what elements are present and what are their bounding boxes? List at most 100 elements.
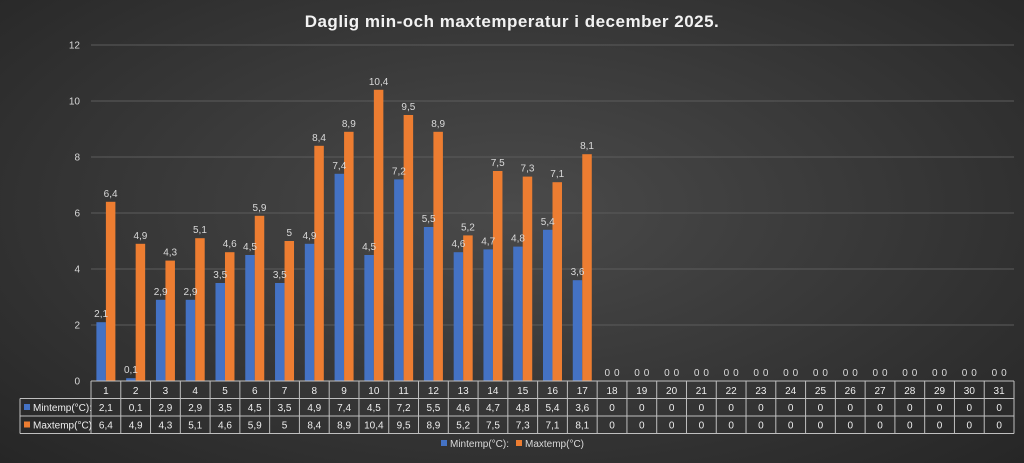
bar-max <box>165 260 175 381</box>
table-cell: 4,3 <box>158 421 172 432</box>
data-label: 0,1 <box>124 365 138 376</box>
data-label: 0 <box>1001 368 1007 379</box>
table-cell: 0 <box>669 421 675 432</box>
data-label: 2,9 <box>154 287 168 298</box>
bar-max <box>433 131 443 381</box>
category-label: 14 <box>487 386 499 397</box>
category-label: 13 <box>458 386 470 397</box>
data-label: 0 <box>783 368 789 379</box>
category-label: 31 <box>994 386 1006 397</box>
table-cell: 7,5 <box>486 421 500 432</box>
category-label: 22 <box>726 386 738 397</box>
data-labels: 2,1 0,1 2,9 2,9 3,5 4,5 3,5 4,9 7,4 4,5 7,2 5,5 4,6 4… <box>94 77 1007 379</box>
table-cell: 0 <box>967 421 973 432</box>
category-label: 26 <box>845 386 857 397</box>
table-cell: 4,8 <box>516 403 530 414</box>
category-label: 20 <box>666 386 678 397</box>
bar-max <box>135 243 146 381</box>
category-label: 1 <box>103 386 109 397</box>
table-cell: 8,1 <box>575 421 589 432</box>
table-cell: 5,2 <box>456 421 470 432</box>
legend-key-max <box>516 440 522 446</box>
category-label: 6 <box>252 386 258 397</box>
data-label: 0 <box>763 368 769 379</box>
category-label: 27 <box>874 386 886 397</box>
data-label: 0 <box>664 368 670 379</box>
y-tick-label: 10 <box>69 97 81 108</box>
category-label: 9 <box>341 386 347 397</box>
data-label: 3,6 <box>571 267 585 278</box>
data-label: 5 <box>287 228 293 239</box>
bar-min <box>513 246 523 381</box>
data-label: 0 <box>872 368 878 379</box>
y-tick-label: 8 <box>74 153 80 164</box>
data-label: 8,9 <box>342 119 356 130</box>
data-label: 3,5 <box>273 270 287 281</box>
table-cell: 0 <box>699 403 705 414</box>
bar-min <box>185 299 196 381</box>
data-label: 5,5 <box>422 214 436 225</box>
table-cell: 0 <box>996 403 1002 414</box>
series-key-min <box>24 404 30 410</box>
table-cell: 3,5 <box>278 403 292 414</box>
data-label: 4,9 <box>133 231 147 242</box>
data-label: 0 <box>822 368 828 379</box>
data-label: 4,7 <box>481 236 495 247</box>
series-row-label: Mintemp(°C): <box>33 403 92 414</box>
category-label: 17 <box>577 386 589 397</box>
data-label: 9,5 <box>401 102 415 113</box>
data-label: 0 <box>912 368 918 379</box>
data-label: 4,6 <box>451 239 465 250</box>
category-label: 19 <box>636 386 648 397</box>
category-label: 16 <box>547 386 559 397</box>
data-label: 0 <box>724 368 730 379</box>
table-cell: 0 <box>937 403 943 414</box>
data-table: 1 2 3 4 5 6 7 8 9 10 11 12 13 14 15 16 17 18 19 20 21 22 23 24 2… <box>19 380 1015 434</box>
data-label: 0 <box>962 368 968 379</box>
category-label: 11 <box>398 386 409 397</box>
data-label: 0 <box>942 368 948 379</box>
data-label: 0 <box>753 368 759 379</box>
table-cell: 5 <box>282 421 288 432</box>
table-cell: 8,9 <box>337 421 351 432</box>
data-label: 7,5 <box>491 158 505 169</box>
bar-max <box>552 182 562 381</box>
data-label: 5,2 <box>461 222 475 233</box>
table-cell: 5,4 <box>546 403 560 414</box>
category-label: 28 <box>904 386 916 397</box>
data-label: 0 <box>703 368 709 379</box>
bar-max <box>522 176 533 381</box>
table-cell: 0 <box>669 403 675 414</box>
bar-min <box>423 227 434 381</box>
bar-min <box>543 229 553 381</box>
table-cell: 7,3 <box>516 421 530 432</box>
table-cell: 0 <box>639 403 645 414</box>
data-label: 0 <box>843 368 849 379</box>
table-cell: 0 <box>788 403 794 414</box>
data-label: 10,4 <box>369 77 389 88</box>
data-label: 8,9 <box>431 119 445 130</box>
table-cell: 4,7 <box>486 403 500 414</box>
table-cell: 6,4 <box>99 421 113 432</box>
data-label: 0 <box>694 368 700 379</box>
category-label: 25 <box>815 386 827 397</box>
table-cell: 0 <box>639 421 645 432</box>
y-tick-label: 4 <box>74 265 80 276</box>
data-label: 4,3 <box>163 248 177 259</box>
data-label: 0 <box>971 368 977 379</box>
bar-max <box>344 131 354 381</box>
category-label: 21 <box>696 386 708 397</box>
table-cell: 0,1 <box>129 403 143 414</box>
bar-min <box>126 378 136 381</box>
table-cell: 3,6 <box>575 403 589 414</box>
table-cell: 4,9 <box>129 421 143 432</box>
data-label: 7,2 <box>392 166 406 177</box>
category-label: 8 <box>312 386 318 397</box>
table-cell: 2,9 <box>158 403 172 414</box>
y-tick-label: 0 <box>74 377 80 388</box>
data-label: 4,8 <box>511 234 525 245</box>
data-label: 0 <box>614 368 620 379</box>
data-label: 0 <box>674 368 680 379</box>
bars <box>96 89 592 382</box>
legend-label: Mintemp(°C): <box>450 439 509 450</box>
